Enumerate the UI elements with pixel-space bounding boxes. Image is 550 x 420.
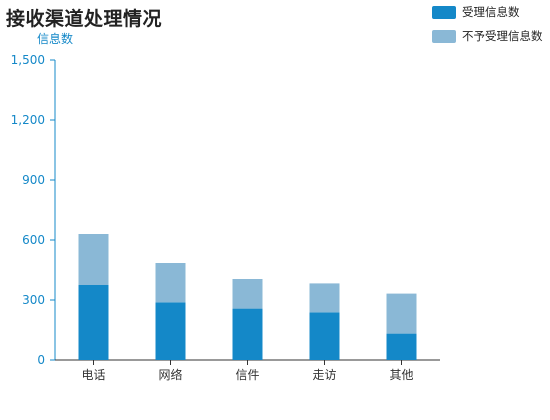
chart-title: 接收渠道处理情况 — [6, 8, 163, 30]
y-tick-label: 900 — [22, 173, 45, 187]
bar-rejected — [155, 263, 186, 303]
bar-accepted — [78, 285, 109, 360]
y-axis-label: 信息数 — [37, 31, 73, 46]
bar-rejected — [78, 234, 109, 285]
y-tick-label: 1,200 — [11, 113, 45, 127]
bar-rejected — [386, 293, 417, 334]
legend-label-accepted: 受理信息数 — [462, 5, 520, 19]
legend-swatch-rejected — [432, 30, 456, 43]
x-tick-label: 网络 — [158, 367, 182, 382]
bar-rejected — [232, 279, 263, 309]
bar-rejected — [309, 283, 340, 313]
legend-label-rejected: 不予受理信息数 — [462, 29, 543, 43]
y-tick-label: 300 — [22, 293, 45, 307]
y-tick-label: 1,500 — [11, 53, 45, 67]
bars — [78, 234, 417, 360]
x-tick-label: 电话 — [81, 368, 105, 382]
bar-accepted — [309, 312, 340, 360]
x-tick-label: 其他 — [389, 368, 413, 382]
y-axis: 0 300 600 900 1,200 1,500 — [11, 53, 56, 367]
x-axis: 电话 网络 信件 走访 其他 — [55, 359, 440, 382]
y-tick-label: 600 — [22, 233, 45, 247]
bar-accepted — [386, 333, 417, 360]
bar-accepted — [155, 302, 186, 360]
x-tick-label: 信件 — [235, 368, 259, 382]
x-tick-label: 走访 — [312, 368, 336, 382]
bar-accepted — [232, 308, 263, 360]
legend-swatch-accepted — [432, 6, 456, 19]
y-tick-label: 0 — [37, 353, 45, 367]
